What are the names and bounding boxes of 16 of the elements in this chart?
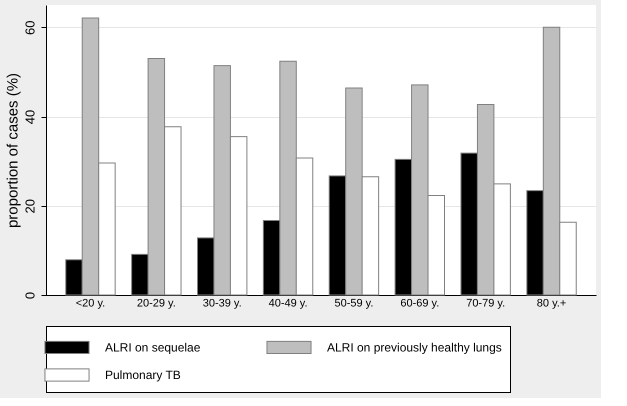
x-tick-label: 50-59 y. [334, 298, 374, 310]
y-axis-title: proportion of cases (%) [4, 72, 22, 228]
legend-label: ALRI on previously healthy lungs [327, 340, 502, 354]
x-tick-label: 20-29 y. [136, 298, 176, 310]
legend-label: ALRI on sequelae [105, 340, 201, 354]
legend-label: Pulmonary TB [105, 368, 181, 382]
x-tick-label: <20 y. [76, 298, 106, 310]
y-tick-label: 40 [22, 110, 38, 124]
y-tick-label: 20 [22, 199, 38, 214]
y-tick-label: 60 [22, 20, 38, 36]
x-tick-label: 60-69 y. [400, 298, 440, 310]
x-tick-label: 30-39 y. [202, 298, 242, 310]
x-tick-label: 40-49 y. [268, 298, 308, 310]
x-tick-label: 80 y.+ [536, 298, 566, 310]
y-tick-label: 0 [22, 292, 38, 300]
x-tick-label: 70-79 y. [466, 298, 506, 310]
